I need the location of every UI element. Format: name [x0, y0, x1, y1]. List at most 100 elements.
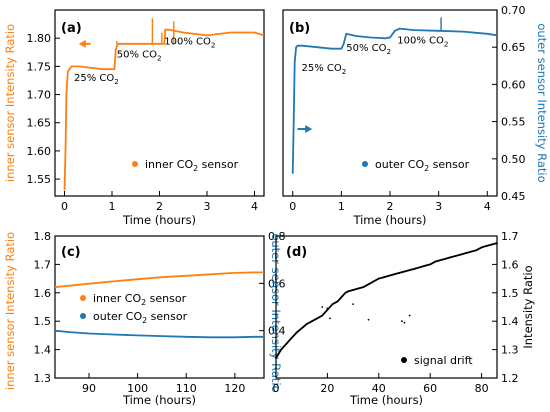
- drift-point: [280, 348, 283, 351]
- annotation-25: 25% CO2​: [74, 73, 119, 86]
- annotation-50: 50% CO2​: [346, 43, 391, 56]
- x-axis-title-a: Time (hours): [122, 213, 196, 227]
- drift-point: [357, 287, 360, 290]
- axes-frame-d: [275, 235, 498, 379]
- y-tick-label: 0.70: [501, 4, 526, 17]
- drift-point: [362, 286, 365, 289]
- y-tick-label: 1.2: [501, 372, 519, 385]
- y-tick-label: 0.4: [268, 325, 286, 338]
- y-tick-label: 1.6: [34, 287, 52, 300]
- series-outer-c: [54, 329, 264, 339]
- drift-point: [285, 343, 288, 345]
- y-tick-label: 0.55: [501, 116, 526, 129]
- y-axis-title-d: Intensity Ratio: [521, 265, 535, 348]
- y-tick-label: 1.75: [27, 60, 52, 73]
- legend-b-marker: [362, 161, 368, 167]
- x-tick-label: 80: [475, 382, 489, 395]
- x-tick-label: 2: [387, 200, 394, 213]
- y-tick-label: 1.4: [501, 315, 519, 328]
- arrow-left-head: [78, 39, 86, 48]
- drift-point: [480, 246, 483, 249]
- legend-a-label: inner CO2​ sensor: [145, 158, 239, 173]
- series-inner-c: [54, 271, 264, 288]
- drift-point: [323, 311, 326, 314]
- drift-point: [460, 253, 462, 256]
- y-tick-label: 1.3: [34, 372, 52, 385]
- drift-outlier: [352, 303, 354, 306]
- y-tick-label: 0.45: [501, 190, 526, 203]
- y-tick-label: 1.5: [34, 315, 52, 328]
- drift-point: [419, 266, 421, 269]
- x-tick-label: 110: [176, 382, 197, 395]
- drift-point: [305, 323, 308, 325]
- drift-point: [475, 249, 478, 252]
- y-axis-title-a: inner sensor Intensity Ratio: [3, 24, 17, 182]
- drift-point: [444, 257, 447, 260]
- y-axis-title-c: inner sensor Intensity Ratio: [3, 232, 17, 390]
- x-tick-label: 120: [224, 382, 245, 395]
- arrow-right-head: [305, 125, 313, 134]
- drift-point: [449, 256, 452, 259]
- y-tick-label: 1.5: [501, 287, 519, 300]
- series-inner-a: [63, 28, 265, 191]
- drift-point: [388, 274, 390, 277]
- y-tick-label: 1.55: [27, 173, 52, 186]
- drift-point: [377, 277, 380, 280]
- drift-point: [424, 264, 426, 267]
- drift-point: [496, 242, 498, 245]
- y-tick-label: 0.60: [501, 78, 526, 91]
- legend-c-outer-label: outer CO2​ sensor: [93, 310, 188, 325]
- series-outer-b: [291, 27, 498, 174]
- y-tick-label: 1.7: [501, 230, 519, 243]
- drift-point: [454, 254, 457, 257]
- drift-point: [336, 300, 339, 303]
- y-tick-label: 1.6: [501, 258, 519, 271]
- legend-d-marker: [401, 357, 407, 363]
- drift-point: [470, 250, 473, 253]
- x-tick-label: 2: [156, 200, 163, 213]
- drift-point: [434, 260, 437, 263]
- x-tick-label: 4: [251, 200, 258, 213]
- legend-b-label: outer CO2​ sensor: [375, 158, 470, 173]
- drift-point: [398, 272, 401, 274]
- annotation-100: 100% CO2​: [164, 36, 215, 49]
- drift-point: [326, 308, 329, 311]
- y-tick-label: 1.8: [34, 230, 52, 243]
- axes-frame-c: [54, 235, 265, 379]
- drift-point: [413, 267, 416, 270]
- drift-point: [341, 294, 344, 297]
- legend-c-outer-marker: [80, 313, 86, 319]
- y-tick-label: 0.50: [501, 153, 526, 166]
- drift-outlier: [321, 306, 324, 308]
- drift-point: [485, 245, 488, 247]
- x-tick-label: 100: [127, 382, 148, 395]
- x-tick-label: 0: [289, 200, 296, 213]
- y-tick-label: 1.70: [27, 89, 52, 102]
- panel-label-a: (a): [61, 21, 82, 36]
- x-tick-label: 4: [484, 200, 491, 213]
- x-tick-label: 40: [372, 382, 386, 395]
- drift-point: [347, 290, 349, 293]
- panel-label-c: (c): [61, 245, 81, 260]
- drift-point: [465, 252, 468, 254]
- drift-point: [321, 314, 324, 317]
- drift-point: [383, 276, 385, 279]
- x-tick-label: 1: [109, 200, 116, 213]
- x-tick-label: 3: [204, 200, 211, 213]
- y-tick-label: 1.80: [27, 32, 52, 45]
- panel-label-d: (d): [286, 245, 307, 260]
- x-tick-label: 0: [273, 382, 280, 395]
- drift-point: [490, 243, 493, 246]
- annotation-25: 25% CO2​: [301, 63, 346, 76]
- y-tick-label: 1.60: [27, 145, 52, 158]
- x-tick-label: 0: [61, 200, 68, 213]
- x-tick-label: 60: [423, 382, 437, 395]
- x-axis-title-d: Time (hours): [349, 393, 423, 407]
- drift-point: [344, 291, 347, 294]
- drift-point: [275, 357, 277, 360]
- drift-outlier: [403, 321, 406, 324]
- legend-a-marker: [132, 161, 138, 167]
- legend-d-label: signal drift: [414, 354, 473, 367]
- x-tick-label: 90: [82, 382, 96, 395]
